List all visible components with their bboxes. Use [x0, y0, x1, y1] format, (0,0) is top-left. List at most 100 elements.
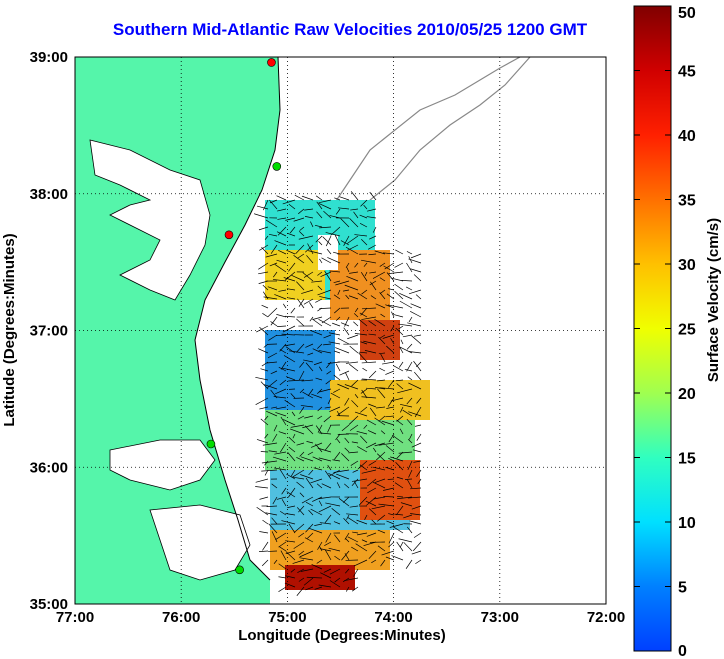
velocity-vector	[327, 397, 332, 405]
velocity-vector	[260, 368, 269, 372]
velocity-vector	[381, 420, 395, 426]
velocity-vector	[273, 559, 278, 564]
velocity-vector	[374, 478, 386, 483]
velocity-vector	[258, 226, 269, 231]
velocity-vector	[388, 457, 395, 462]
velocity-vector	[255, 376, 269, 381]
velocity-vector	[358, 496, 368, 506]
velocity-vector	[360, 341, 368, 345]
velocity-vector	[313, 467, 323, 471]
velocity-vector	[333, 469, 350, 473]
velocity-vector	[381, 550, 395, 556]
velocity-vector	[258, 262, 269, 270]
velocity-vector	[318, 199, 332, 204]
velocity-vector	[323, 343, 332, 346]
velocity-vector	[283, 355, 296, 363]
map-title: Southern Mid-Atlantic Raw Velocities 201…	[112, 20, 588, 39]
velocity-vector	[338, 498, 350, 507]
velocity-vector	[347, 244, 359, 251]
velocity-vector	[287, 487, 296, 498]
velocity-vector	[340, 218, 350, 228]
map-grid	[75, 57, 606, 604]
velocity-vector	[260, 418, 269, 426]
velocity-vector	[282, 325, 296, 333]
velocity-vector	[397, 388, 413, 394]
velocity-vector	[299, 550, 314, 558]
velocity-vector	[298, 577, 305, 582]
velocity-vector	[348, 415, 359, 425]
velocity-vector	[405, 478, 413, 480]
velocity-vector	[328, 332, 341, 336]
velocity-vector	[263, 384, 278, 390]
velocity-vector	[345, 262, 350, 268]
velocity-vector	[271, 483, 278, 489]
velocity-vector	[359, 312, 368, 318]
colorbar-tick-label: 25	[678, 322, 696, 339]
velocity-vector	[399, 403, 413, 408]
velocity-vector	[396, 383, 404, 390]
velocity-vector	[334, 451, 341, 460]
velocity-vector	[361, 378, 377, 381]
velocity-vector	[261, 304, 269, 309]
velocity-vector	[396, 419, 404, 426]
velocity-vector	[342, 289, 350, 292]
velocity-vector	[374, 417, 386, 426]
velocity-vector	[276, 496, 287, 500]
velocity-vector	[308, 469, 314, 476]
velocity-vector	[367, 487, 377, 494]
velocity-vector	[412, 449, 422, 453]
velocity-vector	[317, 343, 323, 349]
station-marker	[224, 230, 234, 240]
velocity-vector	[271, 406, 278, 409]
velocity-vector	[318, 350, 332, 354]
velocity-vector	[297, 298, 305, 309]
velocity-vector	[298, 298, 305, 307]
velocity-vector	[279, 379, 287, 386]
velocity-vector	[399, 300, 413, 309]
velocity-vector	[410, 487, 422, 490]
velocity-vector	[304, 208, 314, 211]
velocity-vector	[255, 486, 269, 489]
velocity-vector	[304, 537, 314, 543]
velocity-vector	[360, 199, 368, 207]
velocity-vector	[377, 545, 386, 552]
velocity-vector	[399, 346, 404, 354]
velocity-vector	[344, 316, 350, 327]
velocity-vector	[354, 234, 368, 237]
velocity-vector	[313, 316, 323, 320]
y-tick-label: 36:00	[30, 459, 68, 476]
velocity-vector	[344, 437, 350, 444]
velocity-vector	[388, 433, 395, 443]
velocity-vector	[319, 296, 332, 300]
velocity-vector	[324, 270, 332, 282]
velocity-vector	[319, 258, 323, 264]
velocity-vector	[361, 259, 377, 264]
velocity-vector	[265, 219, 278, 228]
velocity-vector	[259, 496, 269, 500]
y-axis-label: Latitude (Degrees:Minutes)	[1, 233, 18, 426]
velocity-vector	[343, 327, 350, 336]
velocity-vector	[387, 379, 395, 388]
velocity-vector	[255, 397, 269, 405]
velocity-vector	[333, 374, 341, 381]
velocity-vector	[309, 329, 323, 336]
colorbar-tick-label: 45	[678, 64, 696, 81]
velocity-vector	[307, 352, 314, 356]
velocity-vector	[282, 419, 296, 426]
velocity-vector	[277, 217, 287, 220]
velocity-vector	[358, 351, 368, 354]
velocity-vector	[324, 470, 332, 480]
velocity-vector	[334, 197, 341, 201]
velocity-vector	[413, 360, 422, 372]
velocity-vector	[310, 508, 323, 516]
velocity-vector	[288, 350, 305, 354]
velocity-vector	[298, 532, 305, 538]
velocity-vector	[392, 434, 404, 444]
velocity-vector	[368, 403, 377, 408]
velocity-vector	[375, 406, 386, 409]
velocity-vector	[260, 381, 269, 390]
velocity-vector	[297, 568, 305, 573]
velocity-vector	[309, 302, 314, 309]
velocity-vector	[380, 430, 386, 435]
velocity-vector	[343, 235, 350, 246]
